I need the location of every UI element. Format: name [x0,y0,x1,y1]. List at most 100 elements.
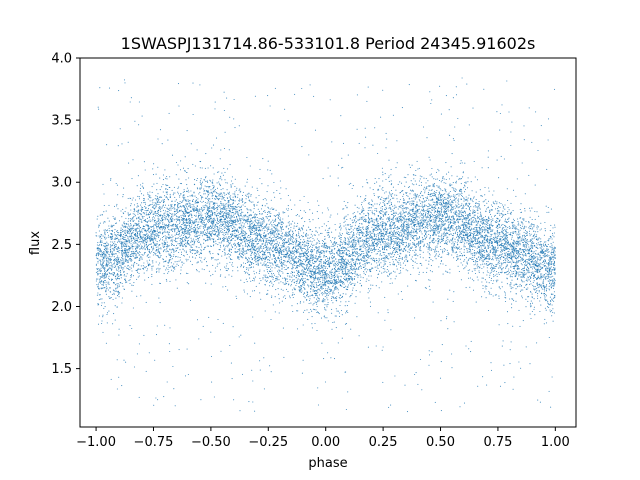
data-point [405,254,407,256]
data-point [483,217,485,219]
data-point [396,268,398,270]
data-point [470,351,472,353]
data-point [177,83,180,85]
data-point [312,258,314,260]
data-point [350,237,352,239]
data-point [207,216,209,218]
data-point [114,229,116,231]
data-point [271,229,273,231]
data-point [311,294,313,296]
data-point [515,241,517,243]
data-point [323,290,325,292]
data-point [362,186,364,188]
data-point [459,226,461,228]
data-point [126,243,128,245]
data-point [147,244,149,246]
data-point [504,204,506,206]
data-point [487,258,490,260]
data-point [250,218,252,220]
data-point [546,246,548,248]
data-point [467,269,469,271]
data-point [210,226,212,228]
data-point [406,244,408,246]
data-point [430,173,432,175]
data-point [516,245,518,248]
data-point [249,296,251,298]
data-point [128,240,130,242]
data-point [403,202,405,204]
data-point [458,270,460,273]
data-point [341,157,343,159]
data-point [442,217,444,219]
data-point [291,270,293,273]
data-point [469,210,471,212]
data-point [264,265,266,267]
data-point [143,334,145,336]
data-point [246,207,248,209]
data-point [274,215,277,217]
data-point [389,206,391,208]
data-point [445,198,447,200]
data-point [103,249,105,251]
data-point [472,216,474,218]
data-point [486,263,488,265]
data-point [335,327,337,329]
data-point [195,207,197,209]
data-point [321,284,323,286]
data-point [122,243,124,246]
data-point [395,218,397,221]
data-point [148,352,150,354]
data-point [289,239,291,241]
data-point [217,244,219,246]
data-point [467,177,469,179]
data-point [248,223,250,225]
data-point [328,283,330,285]
data-point [283,260,285,262]
data-point [407,236,409,238]
data-point [501,250,504,252]
data-point [422,257,424,259]
data-point [210,227,212,230]
data-point [428,156,430,158]
data-point [430,228,432,230]
data-point [133,242,135,244]
data-point [400,190,403,192]
data-point [314,292,316,294]
data-point [317,251,319,253]
data-point [400,182,403,184]
data-point [333,275,335,277]
data-point [484,286,486,288]
data-point [252,227,254,229]
data-point [344,240,346,242]
data-point [475,240,477,242]
data-point [535,253,537,255]
data-point [489,274,491,276]
data-point [540,304,542,306]
data-point [509,349,511,351]
data-point [180,251,183,253]
data-point [169,193,171,195]
data-point [257,253,259,255]
data-point [478,203,480,205]
data-point [399,220,401,222]
data-point [356,94,358,96]
data-point [442,263,444,265]
data-point [151,191,153,193]
data-point [505,252,507,254]
data-point [499,235,501,237]
data-point [114,259,116,261]
data-point [512,325,514,327]
data-point [454,241,456,243]
data-point [452,245,454,247]
data-point [144,248,146,250]
data-point [525,248,527,250]
data-point [405,230,407,232]
data-point [224,254,226,256]
data-point [354,204,356,206]
data-point [407,186,410,189]
data-point [420,205,422,208]
data-point [414,249,416,251]
data-point [151,246,153,248]
data-point [536,211,538,213]
data-point [279,302,281,304]
